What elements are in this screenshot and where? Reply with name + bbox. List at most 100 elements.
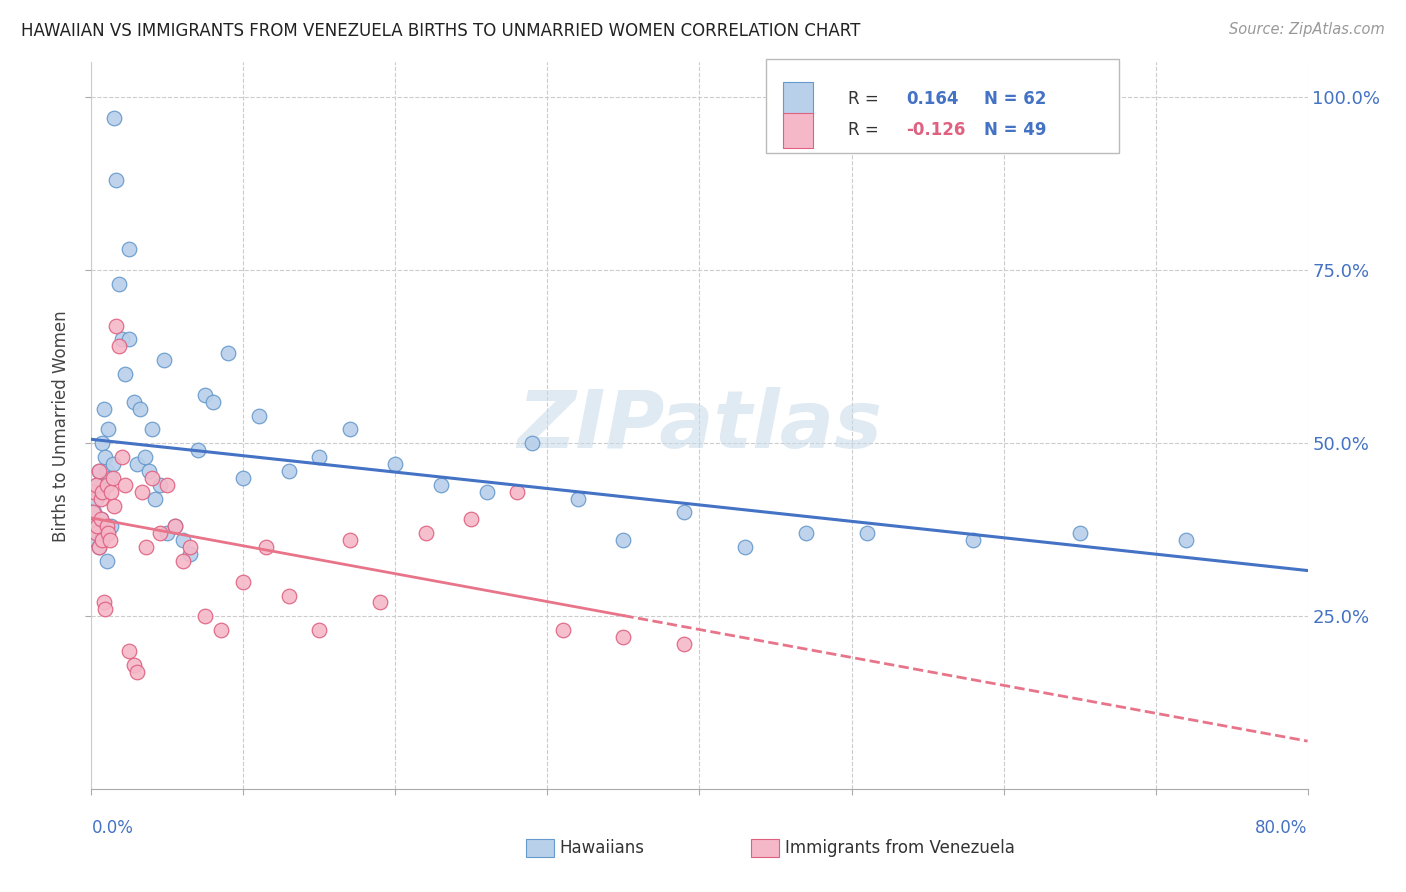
Point xyxy=(94,602,117,616)
Point xyxy=(156,477,179,491)
Text: Source: ZipAtlas.com: Source: ZipAtlas.com xyxy=(1229,22,1385,37)
Point xyxy=(141,471,163,485)
Point xyxy=(1069,526,1091,541)
Text: R =: R = xyxy=(848,121,884,139)
Point xyxy=(308,450,330,464)
Point xyxy=(247,409,270,423)
Point xyxy=(506,484,529,499)
Point xyxy=(339,533,361,548)
Point xyxy=(460,512,482,526)
Point xyxy=(149,526,172,541)
Point xyxy=(125,665,148,679)
Point xyxy=(232,471,254,485)
Point xyxy=(89,512,111,526)
Point xyxy=(855,526,877,541)
Point xyxy=(138,464,160,478)
Point xyxy=(96,477,118,491)
Point xyxy=(104,173,127,187)
Point xyxy=(101,471,124,485)
Point xyxy=(163,519,186,533)
Point xyxy=(114,477,136,491)
Point xyxy=(83,506,105,520)
Point xyxy=(100,484,122,499)
Point xyxy=(89,512,111,526)
Point xyxy=(91,526,114,541)
Point xyxy=(612,533,634,548)
Point xyxy=(104,318,127,333)
Point xyxy=(87,540,110,554)
Point xyxy=(84,533,107,548)
Point xyxy=(163,519,186,533)
Point xyxy=(135,540,157,554)
Point xyxy=(91,533,114,548)
Text: N = 49: N = 49 xyxy=(984,121,1046,139)
Text: Hawaiians: Hawaiians xyxy=(560,839,644,857)
Point xyxy=(254,540,277,554)
Y-axis label: Births to Unmarried Women: Births to Unmarried Women xyxy=(52,310,70,541)
Point xyxy=(172,554,194,568)
Text: 0.0%: 0.0% xyxy=(91,819,134,837)
Point xyxy=(232,574,254,589)
Point xyxy=(179,547,201,561)
Point xyxy=(475,484,498,499)
Point xyxy=(522,436,544,450)
Point xyxy=(129,401,152,416)
Point xyxy=(84,477,107,491)
Point xyxy=(567,491,589,506)
Point xyxy=(103,499,125,513)
Point xyxy=(673,506,696,520)
Point xyxy=(202,394,225,409)
Point xyxy=(86,477,108,491)
Point xyxy=(339,422,361,436)
Point xyxy=(131,484,153,499)
Point xyxy=(93,401,115,416)
Text: Immigrants from Venezuela: Immigrants from Venezuela xyxy=(785,839,1014,857)
Point xyxy=(103,111,125,125)
Point xyxy=(82,519,104,533)
Point xyxy=(114,367,136,381)
Point xyxy=(368,595,391,609)
Point xyxy=(172,533,194,548)
Point xyxy=(97,526,120,541)
Point xyxy=(107,339,129,353)
Point xyxy=(98,533,121,548)
Point xyxy=(89,484,111,499)
Text: 80.0%: 80.0% xyxy=(1256,819,1308,837)
Point xyxy=(86,519,108,533)
Point xyxy=(153,353,176,368)
Point xyxy=(278,589,301,603)
Point xyxy=(179,540,201,554)
Point xyxy=(1174,533,1197,548)
Point xyxy=(187,443,209,458)
Point xyxy=(217,346,239,360)
FancyBboxPatch shape xyxy=(766,59,1119,153)
Point xyxy=(83,484,105,499)
Point xyxy=(122,657,145,672)
Point xyxy=(101,457,124,471)
Point xyxy=(86,526,108,541)
Point xyxy=(794,526,817,541)
Point xyxy=(194,609,217,624)
FancyBboxPatch shape xyxy=(783,113,813,147)
Point xyxy=(308,623,330,637)
Point xyxy=(100,519,122,533)
Point xyxy=(94,450,117,464)
Point xyxy=(111,332,134,346)
Point xyxy=(82,506,104,520)
Text: ZIPatlas: ZIPatlas xyxy=(517,387,882,465)
Point xyxy=(84,491,107,506)
Point xyxy=(673,637,696,651)
Point xyxy=(91,436,114,450)
Point xyxy=(118,332,141,346)
Point xyxy=(415,526,437,541)
Point xyxy=(96,464,118,478)
Point xyxy=(141,422,163,436)
Point xyxy=(96,519,118,533)
Point xyxy=(111,450,134,464)
Point xyxy=(143,491,166,506)
FancyBboxPatch shape xyxy=(783,82,813,116)
Point xyxy=(118,243,141,257)
Point xyxy=(107,277,129,291)
Point xyxy=(551,623,574,637)
Text: -0.126: -0.126 xyxy=(907,121,966,139)
